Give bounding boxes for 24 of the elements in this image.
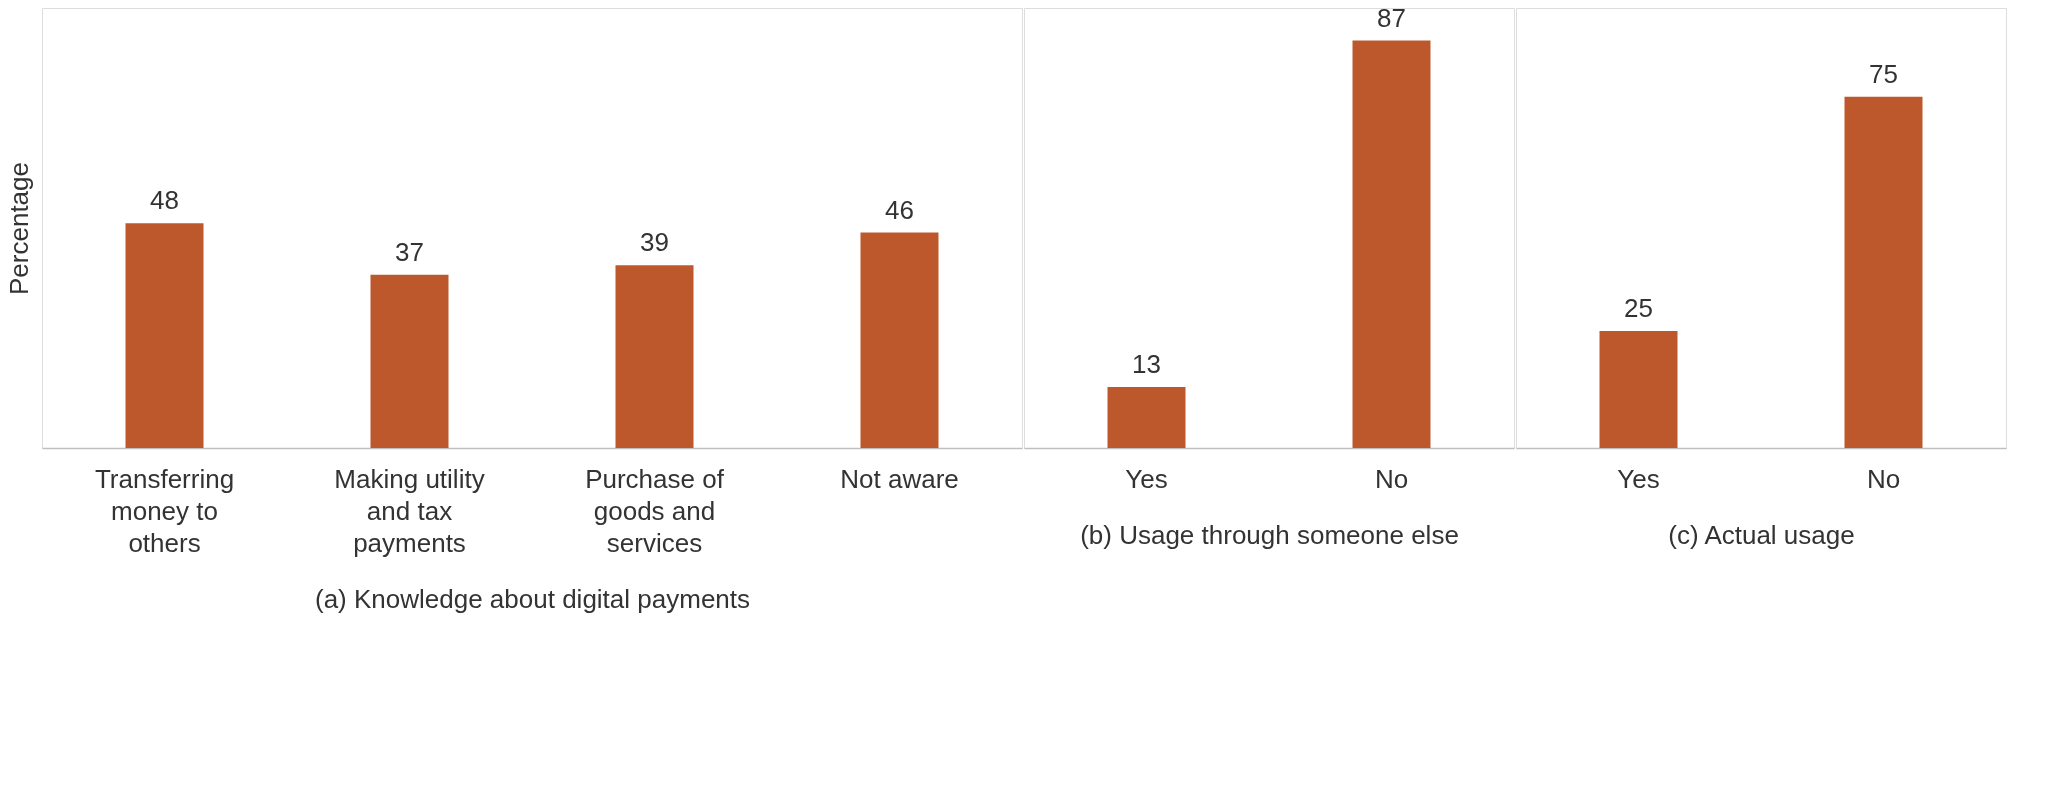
x-tick-label: Making utility and tax payments	[334, 463, 485, 558]
x-tick-label: No	[1374, 463, 1409, 494]
bar	[860, 232, 939, 448]
data-label: 87	[1377, 2, 1406, 33]
x-tick-label: Yes	[1125, 463, 1168, 494]
x-axis-title: (a) Knowledge about digital payments	[314, 583, 751, 614]
x-tick-label: Yes	[1617, 463, 1660, 494]
data-label: 48	[150, 185, 179, 216]
bar	[370, 274, 449, 448]
y-axis-title: Percentage	[3, 162, 34, 295]
x-tick-label: Not aware	[840, 463, 959, 494]
bar	[125, 223, 204, 448]
data-label: 39	[640, 227, 669, 258]
data-label: 13	[1132, 349, 1161, 380]
x-tick-label: Purchase of goods and services	[585, 463, 725, 558]
x-tick-label: No	[1866, 463, 1901, 494]
data-label: 75	[1869, 58, 1898, 89]
data-label: 46	[885, 194, 914, 225]
data-label: 25	[1624, 292, 1653, 323]
x-tick-label: Transferring money to others	[94, 463, 235, 558]
bar	[615, 265, 694, 448]
x-axis-title: (c) Actual usage	[1668, 519, 1855, 550]
x-axis-title: (b) Usage through someone else	[1080, 519, 1459, 550]
data-label: 37	[395, 236, 424, 267]
